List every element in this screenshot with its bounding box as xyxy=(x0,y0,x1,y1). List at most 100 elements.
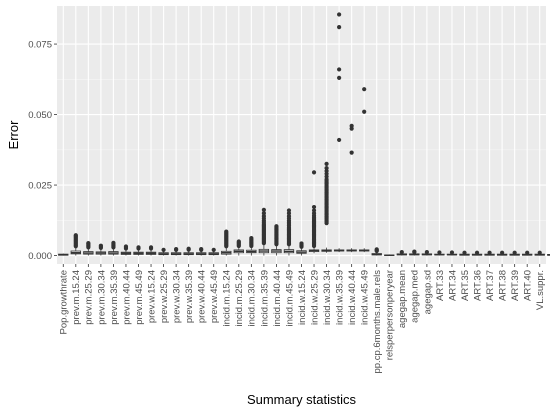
box-agegap.mean xyxy=(396,250,407,256)
box-incid.m.15.24 xyxy=(221,229,232,256)
outlier-point xyxy=(337,25,342,30)
x-tick-label: prev.m.45.49 xyxy=(134,270,145,325)
box-incid.m.45.49 xyxy=(283,208,295,256)
x-tick-label: incid.m.40.44 xyxy=(272,270,283,327)
outlier-point xyxy=(362,87,367,92)
x-tick-label: Pop.growthrate xyxy=(59,270,70,334)
x-tick-label: ART.36 xyxy=(472,270,483,301)
box-incid.w.40.44 xyxy=(346,123,357,253)
box-prev.w.45.49 xyxy=(208,247,219,256)
box-ART.36 xyxy=(471,250,483,256)
outlier-point xyxy=(111,240,116,245)
outlier-point xyxy=(148,245,154,250)
grid-lines xyxy=(57,6,546,264)
x-tick-label: prev.m.40.44 xyxy=(121,270,132,325)
outlier-point xyxy=(362,109,367,114)
box-incid.m.40.44 xyxy=(271,224,282,256)
outlier-point xyxy=(474,250,480,255)
x-tick-label: incid.w.15.24 xyxy=(297,270,308,325)
x-tick-label: ART.38 xyxy=(498,270,509,301)
box-ART.39 xyxy=(509,250,520,256)
box-prev.m.25.29 xyxy=(83,241,94,256)
box-prev.w.30.34 xyxy=(170,246,182,256)
outlier-point xyxy=(487,250,492,255)
y-tick-label: 0.025 xyxy=(28,180,52,191)
x-tick-label: agegap.sd xyxy=(422,270,433,314)
box-pp.cp.6months.male.rels xyxy=(371,247,382,256)
outlier-point xyxy=(211,247,216,253)
x-tick-label: prev.w.15.24 xyxy=(146,270,157,323)
outlier-point xyxy=(374,247,379,252)
box-prev.m.35.39 xyxy=(108,240,119,256)
x-tick-label: incid.m.25.29 xyxy=(234,270,245,327)
outlier-point xyxy=(274,224,279,229)
box-ART.34 xyxy=(446,250,458,256)
box-agegap.sd xyxy=(421,250,433,256)
outlier-point xyxy=(311,204,317,210)
x-tick-label: prev.w.30.34 xyxy=(172,270,183,323)
box-marks xyxy=(58,12,550,256)
x-tick-label: ART.35 xyxy=(460,270,471,301)
outlier-point xyxy=(199,246,204,252)
x-tick-label: incid.m.30.34 xyxy=(247,270,258,327)
box-ART.40 xyxy=(522,250,533,256)
box-prev.m.40.44 xyxy=(120,244,132,256)
x-tick-label: incid.w.35.39 xyxy=(335,270,346,325)
outlier-point xyxy=(337,12,342,17)
box-ART.33 xyxy=(434,250,445,256)
outlier-point xyxy=(236,239,241,244)
outlier-point xyxy=(424,250,429,255)
outlier-point xyxy=(399,250,404,255)
box-incid.m.25.29 xyxy=(233,239,244,256)
box-incid.w.35.39 xyxy=(333,12,345,253)
box-prev.w.40.44 xyxy=(196,246,207,256)
box-prev.w.15.24 xyxy=(145,245,157,256)
x-tick-label: prev.m.30.34 xyxy=(96,270,107,325)
outlier-point xyxy=(337,75,342,81)
box-agegap.med xyxy=(409,249,420,256)
outlier-point xyxy=(349,123,354,128)
outlier-point xyxy=(73,233,78,238)
x-tick-label: prev.m.25.29 xyxy=(84,270,95,325)
box-incid.w.25.29 xyxy=(308,170,320,254)
x-tick-label: prev.w.40.44 xyxy=(197,270,208,323)
outlier-point xyxy=(500,250,505,255)
x-axis-title: Summary statistics xyxy=(247,392,357,407)
outlier-point xyxy=(123,244,129,249)
outlier-point xyxy=(311,208,317,213)
outlier-point xyxy=(537,250,542,255)
x-axis: Pop.growthrate prev.m.15.24 prev.m.25.29 pr… xyxy=(59,264,546,374)
box-Pop.growthrate xyxy=(58,253,69,256)
x-tick-label: prev.w.25.29 xyxy=(159,270,170,323)
outlier-point xyxy=(299,241,304,246)
box-VL.suppr. xyxy=(534,250,545,256)
x-tick-label: ART.39 xyxy=(510,270,521,301)
y-tick-label: 0.000 xyxy=(28,251,52,262)
box-prev.w.35.39 xyxy=(183,246,194,256)
box-incid.w.15.24 xyxy=(296,241,307,256)
outlier-point xyxy=(98,243,103,248)
x-tick-label: prev.m.15.24 xyxy=(71,270,82,325)
x-tick-label: ART.33 xyxy=(435,270,446,301)
x-tick-label: agegap.mean xyxy=(397,270,408,328)
box-incid.w.30.34 xyxy=(321,161,332,253)
x-tick-label: ART.37 xyxy=(485,270,496,301)
x-tick-label: relsperpersonperyear xyxy=(385,270,396,360)
outlier-point xyxy=(311,170,317,175)
box-incid.w.45.49 xyxy=(359,87,370,253)
outlier-point xyxy=(337,137,342,143)
outlier-point xyxy=(186,246,191,251)
outlier-point xyxy=(437,250,442,255)
outlier-point xyxy=(161,247,166,253)
x-tick-label: incid.w.25.29 xyxy=(309,270,320,325)
box-undefined xyxy=(547,254,550,256)
outlier-point xyxy=(525,250,530,255)
outlier-point xyxy=(174,246,179,252)
outlier-point xyxy=(462,250,467,255)
box-ART.38 xyxy=(496,250,508,256)
x-tick-label: prev.w.35.39 xyxy=(184,270,195,323)
box-relsperpersonperyear xyxy=(384,254,395,256)
box-prev.m.45.49 xyxy=(133,245,144,256)
box-prev.m.15.24 xyxy=(70,233,81,256)
